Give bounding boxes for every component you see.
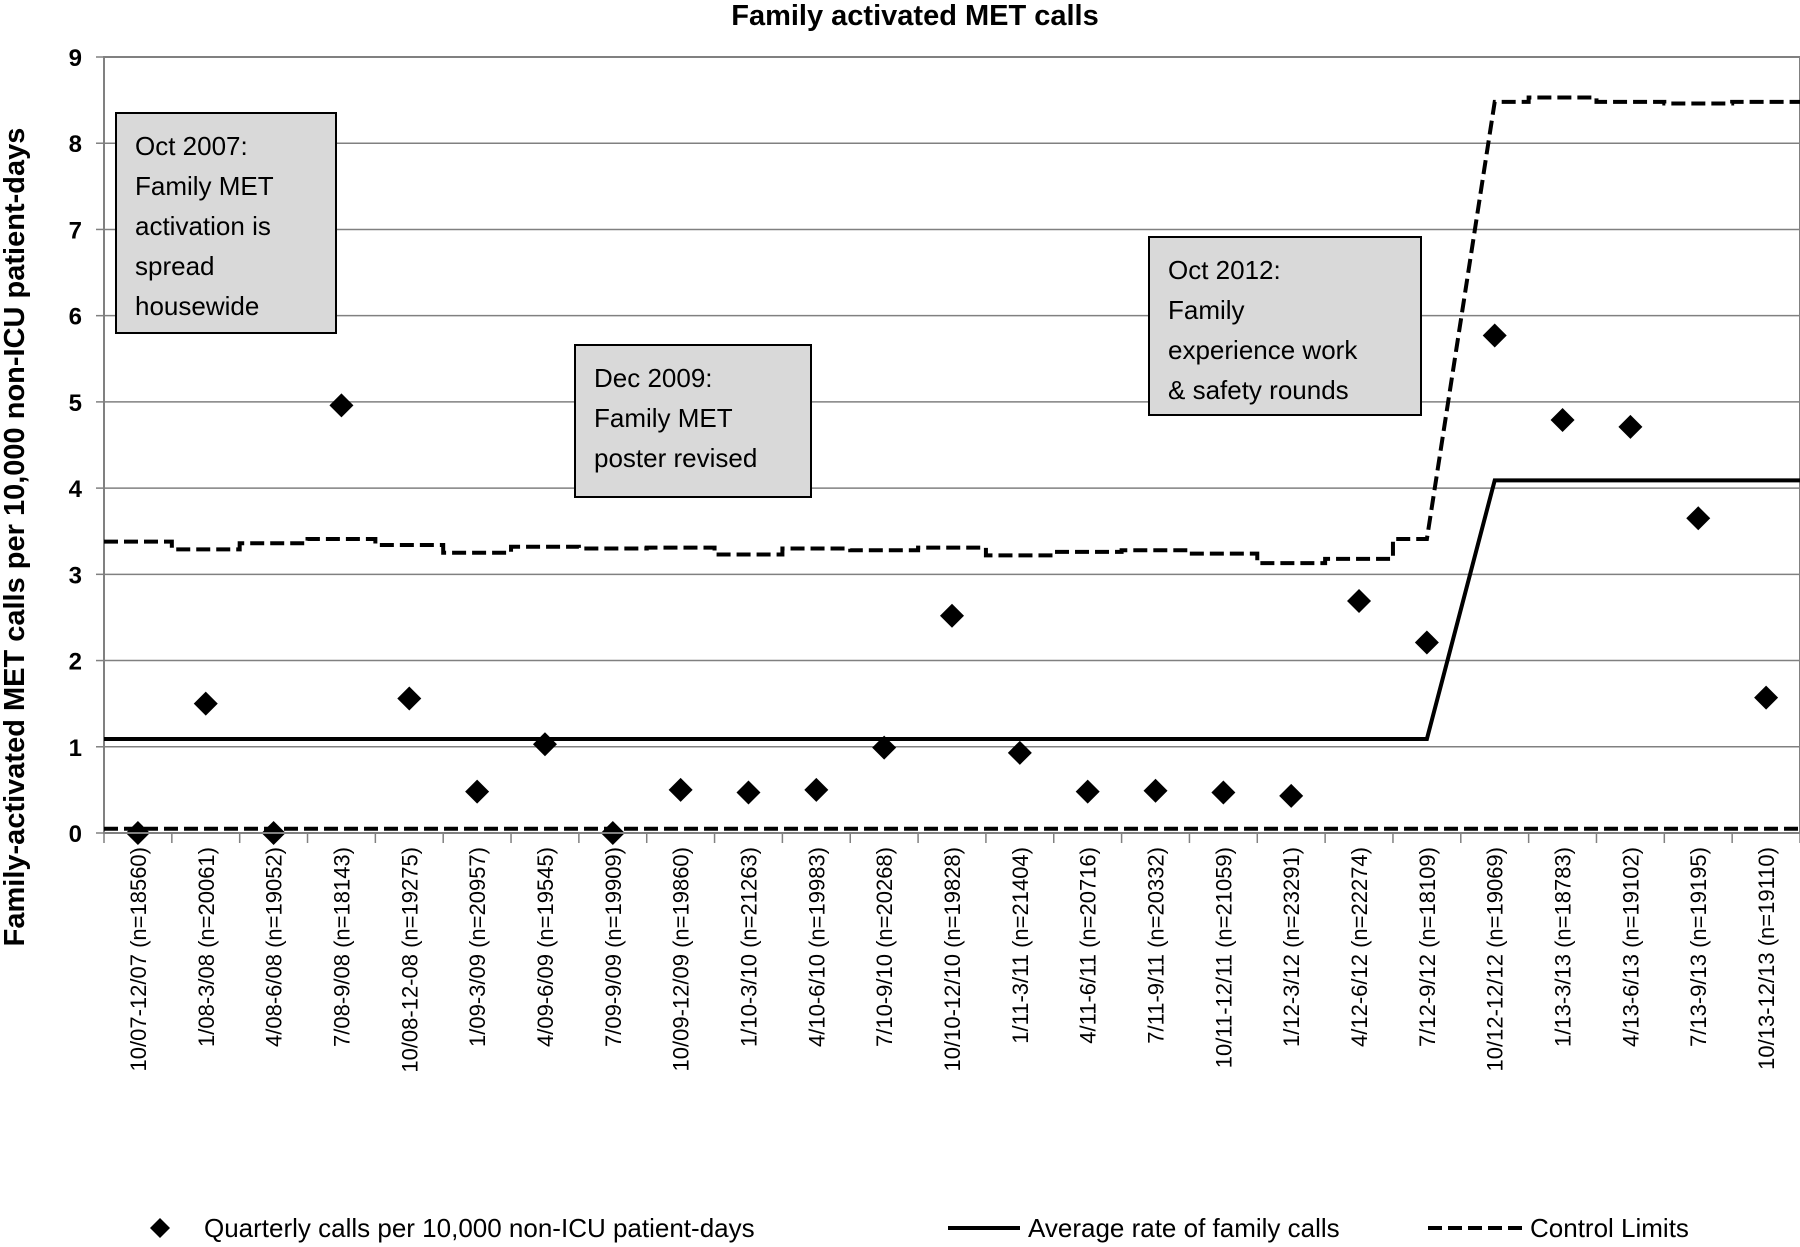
x-tick-label: 7/09-9/09 (n=19909) <box>601 847 626 1047</box>
plot-frame <box>103 56 1800 834</box>
data-point-marker <box>940 603 964 628</box>
x-tick-label: 10/09-12/09 (n=19860) <box>669 847 694 1071</box>
y-tick-label: 6 <box>69 304 82 331</box>
annotation-text-line: Family MET <box>594 403 733 433</box>
legend-item-control-limits: Control Limits <box>1428 1213 1689 1243</box>
y-tick-label: 0 <box>69 821 82 848</box>
x-tick-label: 10/13-12/13 (n=19110) <box>1754 847 1779 1070</box>
annotation-text-line: Dec 2009: <box>594 363 713 393</box>
annotation-oct-2007: Oct 2007: Family MET activation is spread ho… <box>115 112 337 334</box>
x-tick-label: 4/12-6/12 (n=22274) <box>1347 847 1372 1047</box>
legend-item-quarterly-calls: Quarterly calls per 10,000 non-ICU patie… <box>150 1213 755 1243</box>
x-tick-label: 4/13-6/13 (n=19102) <box>1618 847 1643 1047</box>
y-tick-label: 7 <box>69 217 82 244</box>
data-point-marker <box>804 777 829 802</box>
x-tick-label: 7/13-9/13 (n=19195) <box>1686 847 1711 1047</box>
legend: Quarterly calls per 10,000 non-ICU patie… <box>150 1213 1689 1243</box>
data-point-marker <box>668 777 693 802</box>
annotation-text-line: poster revised <box>594 443 758 473</box>
data-point-marker <box>329 393 354 418</box>
annotation-dec-2009: Dec 2009: Family MET poster revised <box>574 344 812 498</box>
data-point-marker <box>397 686 422 711</box>
annotation-text-line: experience work <box>1168 335 1358 365</box>
legend-label-control-limits: Control Limits <box>1530 1213 1689 1243</box>
x-axis-ticks: 10/07-12/07 (n=18560) 1/08-3/08 (n=20061)… <box>103 833 1800 1073</box>
x-tick-label: 10/07-12/07 (n=18560) <box>126 847 151 1071</box>
annotation-text-line: housewide <box>135 291 260 321</box>
y-tick-label: 9 <box>69 45 82 72</box>
legend-label-quarterly-calls: Quarterly calls per 10,000 non-ICU patie… <box>204 1213 755 1243</box>
y-axis-label: Family-activated MET calls per 10,000 no… <box>0 128 31 947</box>
data-point-marker <box>1211 780 1236 805</box>
chart-title: Family activated MET calls <box>731 0 1098 32</box>
x-tick-label: 7/12-9/12 (n=18109) <box>1415 847 1440 1047</box>
annotation-text-line: activation is <box>135 211 271 241</box>
annotation-text-line: spread <box>135 251 215 281</box>
data-point-marker <box>1143 778 1168 803</box>
data-point-marker <box>1414 630 1439 655</box>
x-tick-label: 1/13-3/13 (n=18783) <box>1551 847 1576 1047</box>
data-point-marker <box>1618 414 1643 439</box>
x-tick-label: 4/08-6/08 (n=19052) <box>262 847 287 1047</box>
y-axis-ticks: 0 1 2 3 4 5 6 7 8 9 <box>69 45 104 848</box>
data-point-marker <box>1075 779 1100 804</box>
data-point-marker <box>1347 589 1372 614</box>
data-point-marker <box>1482 323 1507 348</box>
legend-diamond-marker <box>150 1218 170 1238</box>
data-point-marker <box>736 780 761 805</box>
legend-item-average-rate: Average rate of family calls <box>948 1213 1340 1243</box>
plot-area: 0 1 2 3 4 5 6 7 8 9 10/07-12/07 (n=18560) 1/08-3/0… <box>69 45 1800 1073</box>
x-tick-label: 7/10-9/10 (n=20268) <box>872 847 897 1047</box>
x-tick-label: 1/12-3/12 (n=23291) <box>1279 847 1304 1047</box>
gridlines <box>104 142 1800 748</box>
annotation-text-line: Family <box>1168 295 1245 325</box>
annotation-text-line: Oct 2012: <box>1168 255 1281 285</box>
x-tick-label: 10/10-12/10 (n=19828) <box>940 847 965 1071</box>
x-tick-label: 4/09-6/09 (n=19545) <box>533 847 558 1047</box>
data-point-marker <box>1279 783 1304 808</box>
x-tick-label: 10/08-12-08 (n=19275) <box>397 847 422 1073</box>
x-tick-label: 10/12-12/12 (n=19069) <box>1483 847 1508 1071</box>
annotation-text-line: Oct 2007: <box>135 131 248 161</box>
data-point-marker <box>1550 407 1575 432</box>
legend-label-average-rate: Average rate of family calls <box>1028 1213 1340 1243</box>
x-tick-label: 7/11-9/11 (n=20332) <box>1144 847 1169 1044</box>
y-tick-label: 1 <box>69 735 82 762</box>
annotation-text-line: & safety rounds <box>1168 375 1349 405</box>
annotation-oct-2012: Oct 2012: Family experience work & safety r… <box>1148 236 1422 416</box>
x-tick-label: 1/10-3/10 (n=21263) <box>736 847 761 1047</box>
y-tick-label: 3 <box>69 562 82 589</box>
data-point-marker <box>193 691 218 716</box>
x-tick-label: 1/09-3/09 (n=20957) <box>465 847 490 1047</box>
y-tick-label: 5 <box>69 390 82 417</box>
x-tick-label: 4/10-6/10 (n=19983) <box>804 847 829 1047</box>
data-point-marker <box>1754 685 1779 710</box>
y-tick-label: 8 <box>69 131 82 158</box>
y-tick-label: 4 <box>69 476 83 503</box>
data-point-marker <box>532 732 557 757</box>
x-tick-label: 4/11-6/11 (n=20716) <box>1076 847 1101 1044</box>
data-point-marker <box>1686 506 1711 531</box>
data-point-marker <box>1007 740 1032 765</box>
x-tick-label: 10/11-12/11 (n=21059) <box>1211 847 1236 1068</box>
x-tick-label: 1/11-3/11 (n=21404) <box>1008 847 1033 1044</box>
data-point-marker <box>465 779 490 804</box>
annotation-text-line: Family MET <box>135 171 274 201</box>
control-limit-line <box>104 95 1800 566</box>
upper-control-limit <box>104 95 1800 566</box>
y-tick-label: 2 <box>69 649 82 676</box>
data-point-marker <box>872 735 897 760</box>
x-tick-label: 7/08-9/08 (n=18143) <box>329 847 354 1047</box>
x-tick-label: 1/08-3/08 (n=20061) <box>194 847 219 1047</box>
average-rate-line <box>104 478 1800 742</box>
